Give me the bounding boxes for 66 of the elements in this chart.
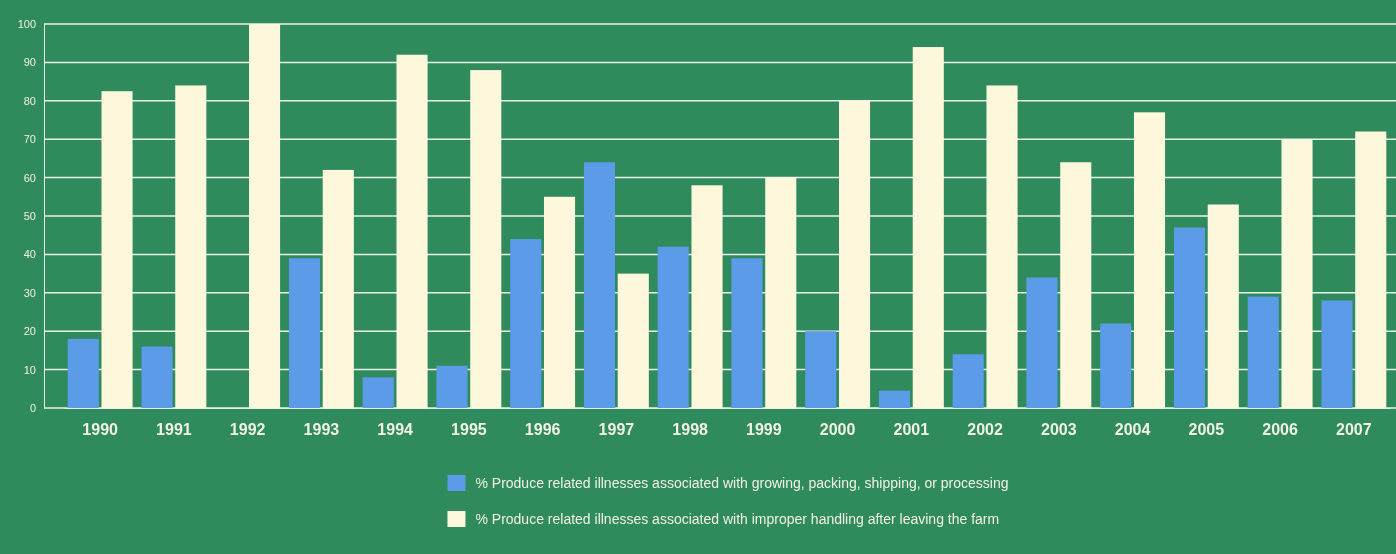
bar — [436, 365, 468, 408]
x-tick-label: 1996 — [524, 421, 561, 439]
x-tick-label: 1995 — [451, 421, 487, 439]
y-tick-label: 80 — [23, 94, 36, 107]
x-tick-label: 1994 — [377, 421, 414, 439]
x-tick-label: 2006 — [1262, 421, 1299, 439]
bar — [67, 338, 99, 408]
y-tick-label: 10 — [23, 363, 36, 376]
x-tick-label: 1999 — [746, 421, 782, 439]
y-tick-label: 90 — [23, 56, 36, 69]
x-tick-label: 2003 — [1041, 421, 1077, 439]
bar — [101, 91, 133, 408]
bar — [986, 85, 1018, 408]
legend-label: % Produce related illnesses associated with growing, packing, shipping, or processing — [475, 475, 1009, 491]
bar — [731, 258, 763, 408]
bar — [322, 169, 354, 408]
y-tick-label: 0 — [29, 402, 36, 415]
x-tick-label: 2005 — [1188, 421, 1225, 439]
legend-label: % Produce related illnesses associated with improper handling after leaving the farm — [475, 511, 1000, 527]
y-tick-label: 50 — [23, 210, 36, 223]
bar — [543, 196, 576, 408]
bar — [1100, 323, 1132, 408]
y-tick-label: 70 — [23, 133, 36, 146]
bar — [878, 390, 911, 408]
x-tick-label: 2002 — [967, 421, 1004, 439]
bar — [288, 258, 321, 408]
x-tick-label: 1993 — [303, 421, 340, 439]
bar — [805, 331, 837, 408]
bar — [1060, 162, 1092, 408]
bar — [952, 354, 984, 408]
y-tick-label: 20 — [23, 325, 36, 338]
bar — [248, 24, 281, 408]
bar — [1207, 204, 1239, 408]
bar — [912, 47, 944, 408]
bar — [1173, 227, 1206, 408]
y-tick-label: 100 — [17, 18, 36, 31]
x-tick-label: 1992 — [229, 421, 266, 439]
bar — [1355, 131, 1387, 408]
x-tick-label: 2007 — [1336, 421, 1372, 439]
bar — [1026, 277, 1058, 408]
bar — [362, 377, 394, 408]
bar — [657, 246, 689, 408]
bar — [470, 70, 502, 408]
bar — [583, 162, 616, 408]
bar — [175, 85, 207, 408]
x-tick-label: 1997 — [598, 421, 635, 439]
x-tick-label: 2001 — [893, 421, 930, 439]
x-tick-label: 1991 — [156, 421, 192, 439]
bar — [617, 273, 649, 408]
y-tick-label: 60 — [23, 171, 36, 184]
bar — [510, 239, 542, 408]
y-tick-label: 40 — [23, 248, 36, 261]
bar — [838, 100, 871, 408]
bar — [1247, 296, 1279, 408]
x-tick-label: 1990 — [82, 421, 119, 439]
bar — [691, 185, 723, 408]
bar — [1133, 112, 1166, 408]
bar — [1321, 300, 1353, 408]
bar — [1281, 139, 1313, 408]
y-tick-label: 30 — [23, 286, 36, 299]
x-tick-label: 2004 — [1114, 421, 1151, 439]
bar — [765, 177, 797, 408]
x-tick-label: 2000 — [819, 421, 856, 439]
x-tick-label: 1998 — [672, 421, 709, 439]
bar — [141, 346, 173, 408]
bar — [396, 54, 428, 408]
